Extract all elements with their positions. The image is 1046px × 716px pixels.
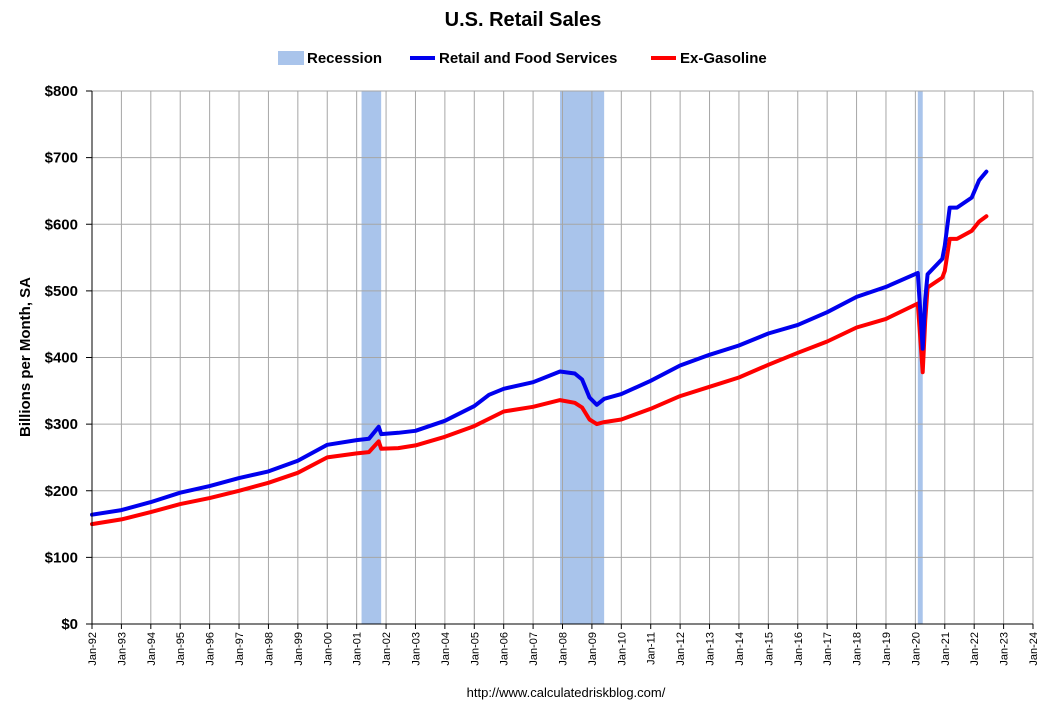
y-tick-label: $0	[61, 616, 78, 633]
x-tick-label: Jan-10	[616, 632, 628, 666]
x-tick-label: Jan-11	[646, 632, 658, 665]
x-tick-label: Jan-01	[352, 632, 364, 666]
y-tick-label: $200	[45, 483, 78, 500]
x-tick-label: Jan-97	[234, 632, 246, 666]
x-tick-label: Jan-22	[969, 632, 981, 666]
x-tick-label: Jan-98	[263, 632, 275, 666]
y-tick-label: $800	[45, 83, 78, 100]
x-tick-label: Jan-12	[675, 632, 687, 666]
y-tick-label: $100	[45, 549, 78, 566]
x-tick-label: Jan-02	[381, 632, 393, 666]
x-tick-label: Jan-23	[999, 632, 1011, 666]
y-tick-label: $700	[45, 150, 78, 167]
legend-label-ex-gasoline: Ex-Gasoline	[680, 50, 767, 67]
x-tick-label: Jan-19	[881, 632, 893, 666]
x-tick-label: Jan-09	[587, 632, 599, 666]
x-tick-label: Jan-08	[558, 632, 570, 666]
gridlines	[91, 90, 1034, 625]
x-tick-label: Jan-15	[763, 632, 775, 666]
y-tick-label: $600	[45, 216, 78, 233]
x-tick-label: Jan-93	[116, 632, 128, 666]
x-tick-label: Jan-95	[175, 632, 187, 666]
x-tick-label: Jan-18	[852, 632, 864, 666]
x-tick-label: Jan-05	[469, 632, 481, 666]
x-tick-label: Jan-99	[293, 632, 305, 666]
x-tick-label: Jan-94	[146, 632, 158, 666]
y-tick-label: $500	[45, 283, 78, 300]
x-tick-label: Jan-92	[87, 632, 99, 666]
x-tick-label: Jan-21	[940, 632, 952, 666]
y-tick-label: $300	[45, 416, 78, 433]
y-tick-labels: $0 $100 $200 $300 $400 $500 $600 $700 $800	[45, 83, 92, 633]
x-tick-label: Jan-00	[322, 632, 334, 666]
legend: Recession Retail and Food Services Ex-Ga…	[278, 50, 767, 67]
x-tick-label: Jan-96	[205, 632, 217, 666]
legend-swatch-recession	[278, 51, 304, 65]
x-tick-label: Jan-03	[410, 632, 422, 666]
legend-label-retail: Retail and Food Services	[439, 50, 617, 67]
y-tick-label: $400	[45, 350, 78, 367]
series-lines	[90, 169, 989, 527]
chart-title: U.S. Retail Sales	[445, 9, 602, 31]
y-axis-label: Billions per Month, SA	[17, 277, 34, 437]
x-tick-label: Jan-20	[910, 632, 922, 666]
x-tick-label: Jan-17	[822, 632, 834, 666]
x-tick-label: Jan-07	[528, 632, 540, 666]
x-tick-label: Jan-14	[734, 632, 746, 666]
x-tick-labels: Jan-92 Jan-93 Jan-94 Jan-95 Jan-96 Jan-97 Jan-…	[87, 624, 1040, 666]
legend-label-recession: Recession	[307, 50, 382, 67]
source-url: http://www.calculatedriskblog.com/	[467, 685, 666, 700]
x-tick-label: Jan-04	[440, 632, 452, 666]
x-tick-label: Jan-16	[793, 632, 805, 666]
x-tick-label: Jan-24	[1028, 632, 1040, 666]
x-tick-label: Jan-13	[705, 632, 717, 666]
series-line-retail-and-food-services	[90, 169, 989, 517]
x-tick-label: Jan-06	[499, 632, 511, 666]
